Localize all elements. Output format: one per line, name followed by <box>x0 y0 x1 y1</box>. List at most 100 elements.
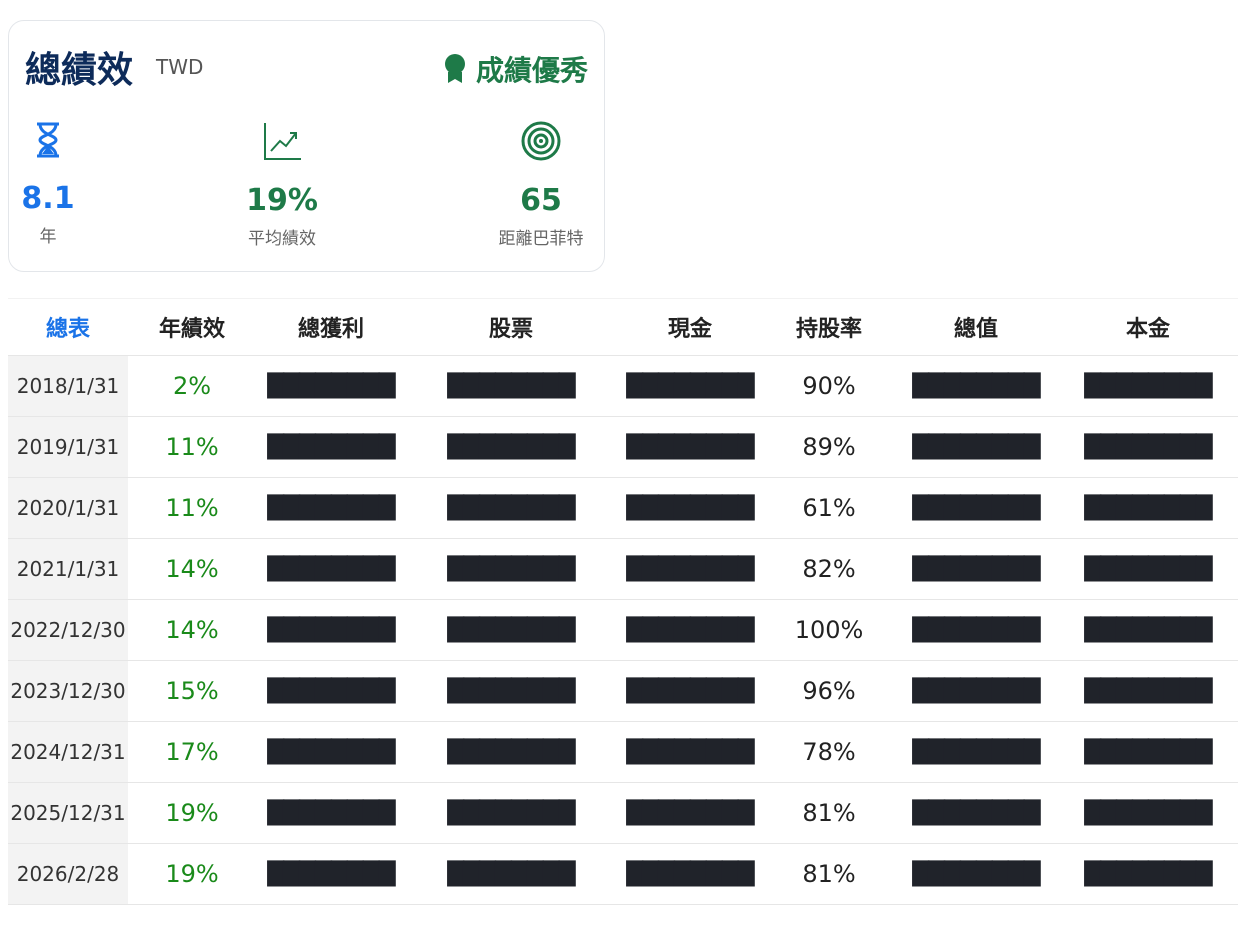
redacted-cell: ████████ <box>406 721 616 783</box>
stat-value: 8.1 <box>21 181 75 216</box>
redacted-cell: ████████ <box>1058 416 1238 478</box>
stat-label: 平均績效 <box>248 229 316 249</box>
redacted-cell: ████████ <box>1058 721 1238 783</box>
redacted-cell: ████████ <box>406 843 616 905</box>
data-table: 總表 年績效 總獲利 股票 現金 持股率 總值 本金 2018/1/31 2% ████████ █… <box>8 298 1238 905</box>
column-header[interactable]: 總表 <box>8 298 128 356</box>
value-cell: 61% <box>764 477 894 539</box>
redacted-cell: ████████ <box>894 843 1058 905</box>
redacted-cell: ████████ <box>894 538 1058 600</box>
redacted-cell: ████████ <box>894 477 1058 539</box>
table-row: 2019/1/31 11% ████████ ████████ ████████ 89% █… <box>8 416 1238 478</box>
column-header: 持股率 <box>764 298 894 356</box>
value-cell: 19% <box>128 843 256 905</box>
redacted-cell: ████████ <box>256 538 406 600</box>
value-cell: 14% <box>128 538 256 600</box>
stat: 65 距離巴菲特 <box>461 121 621 249</box>
table-row: 2026/2/28 19% ████████ ████████ ████████ 81% █… <box>8 843 1238 905</box>
table-row: 2018/1/31 2% ████████ ████████ ████████ 90% ██… <box>8 355 1238 417</box>
redacted-cell: ████████ <box>616 355 764 417</box>
value-cell: 17% <box>128 721 256 783</box>
date-cell: 2023/12/30 <box>8 660 128 722</box>
value-cell: 89% <box>764 416 894 478</box>
redacted-cell: ████████ <box>406 660 616 722</box>
award-icon <box>444 54 465 83</box>
value-cell: 96% <box>764 660 894 722</box>
redacted-cell: ████████ <box>1058 355 1238 417</box>
value-cell: 19% <box>128 782 256 844</box>
column-header: 股票 <box>406 298 616 356</box>
redacted-cell: ████████ <box>1058 660 1238 722</box>
redacted-cell: ████████ <box>894 660 1058 722</box>
target-icon <box>521 121 561 161</box>
column-header: 本金 <box>1058 298 1238 356</box>
redacted-cell: ████████ <box>256 477 406 539</box>
value-cell: 78% <box>764 721 894 783</box>
redacted-cell: ████████ <box>616 721 764 783</box>
column-header: 總值 <box>894 298 1058 356</box>
redacted-cell: ████████ <box>406 599 616 661</box>
value-cell: 90% <box>764 355 894 417</box>
date-cell: 2020/1/31 <box>8 477 128 539</box>
column-header: 現金 <box>616 298 764 356</box>
table-row: 2020/1/31 11% ████████ ████████ ████████ 61% █… <box>8 477 1238 539</box>
redacted-cell: ████████ <box>616 782 764 844</box>
redacted-cell: ████████ <box>256 843 406 905</box>
redacted-cell: ████████ <box>1058 477 1238 539</box>
value-cell: 100% <box>764 599 894 661</box>
value-cell: 81% <box>764 782 894 844</box>
value-cell: 14% <box>128 599 256 661</box>
redacted-cell: ████████ <box>1058 782 1238 844</box>
redacted-cell: ████████ <box>616 599 764 661</box>
redacted-cell: ████████ <box>256 599 406 661</box>
value-cell: 15% <box>128 660 256 722</box>
redacted-cell: ████████ <box>894 782 1058 844</box>
redacted-cell: ████████ <box>616 538 764 600</box>
redacted-cell: ████████ <box>616 477 764 539</box>
table-row: 2021/1/31 14% ████████ ████████ ████████ 82% █… <box>8 538 1238 600</box>
redacted-cell: ████████ <box>406 355 616 417</box>
stat: 8.1 年 <box>0 121 128 247</box>
date-cell: 2025/12/31 <box>8 782 128 844</box>
table-row: 2023/12/30 15% ████████ ████████ ████████ 96%… <box>8 660 1238 722</box>
hourglass-icon <box>37 122 59 158</box>
redacted-cell: ████████ <box>256 355 406 417</box>
redacted-cell: ████████ <box>1058 843 1238 905</box>
value-cell: 11% <box>128 416 256 478</box>
date-cell: 2021/1/31 <box>8 538 128 600</box>
value-cell: 81% <box>764 843 894 905</box>
redacted-cell: ████████ <box>406 416 616 478</box>
redacted-cell: ████████ <box>406 477 616 539</box>
value-cell: 11% <box>128 477 256 539</box>
redacted-cell: ████████ <box>894 721 1058 783</box>
value-cell: 82% <box>764 538 894 600</box>
redacted-cell: ████████ <box>1058 599 1238 661</box>
redacted-cell: ████████ <box>616 660 764 722</box>
redacted-cell: ████████ <box>894 416 1058 478</box>
summary-card: 總績效 TWD 成績優秀 8.1 年 19% 平均績效 65 距離巴菲特 <box>8 20 605 272</box>
table-row: 2024/12/31 17% ████████ ████████ ████████ 78%… <box>8 721 1238 783</box>
value-cell: 2% <box>128 355 256 417</box>
stat-value: 65 <box>520 183 562 218</box>
redacted-cell: ████████ <box>256 782 406 844</box>
redacted-cell: ████████ <box>406 782 616 844</box>
redacted-cell: ████████ <box>616 843 764 905</box>
redacted-cell: ████████ <box>256 416 406 478</box>
redacted-cell: ████████ <box>894 355 1058 417</box>
date-cell: 2022/12/30 <box>8 599 128 661</box>
chart-icon <box>264 123 301 160</box>
badge-text: 成績優秀 <box>475 54 588 87</box>
redacted-cell: ████████ <box>894 599 1058 661</box>
redacted-cell: ████████ <box>256 721 406 783</box>
date-cell: 2024/12/31 <box>8 721 128 783</box>
stat-value: 19% <box>246 183 318 218</box>
badge: 成績優秀 <box>444 49 588 89</box>
stat: 19% 平均績效 <box>202 121 362 249</box>
table-row: 2025/12/31 19% ████████ ████████ ████████ 81%… <box>8 782 1238 844</box>
table-body: 2018/1/31 2% ████████ ████████ ████████ 90% ██… <box>8 355 1238 905</box>
card-title: 總績效 <box>25 50 134 91</box>
column-header: 總獲利 <box>256 298 406 356</box>
redacted-cell: ████████ <box>616 416 764 478</box>
date-cell: 2019/1/31 <box>8 416 128 478</box>
